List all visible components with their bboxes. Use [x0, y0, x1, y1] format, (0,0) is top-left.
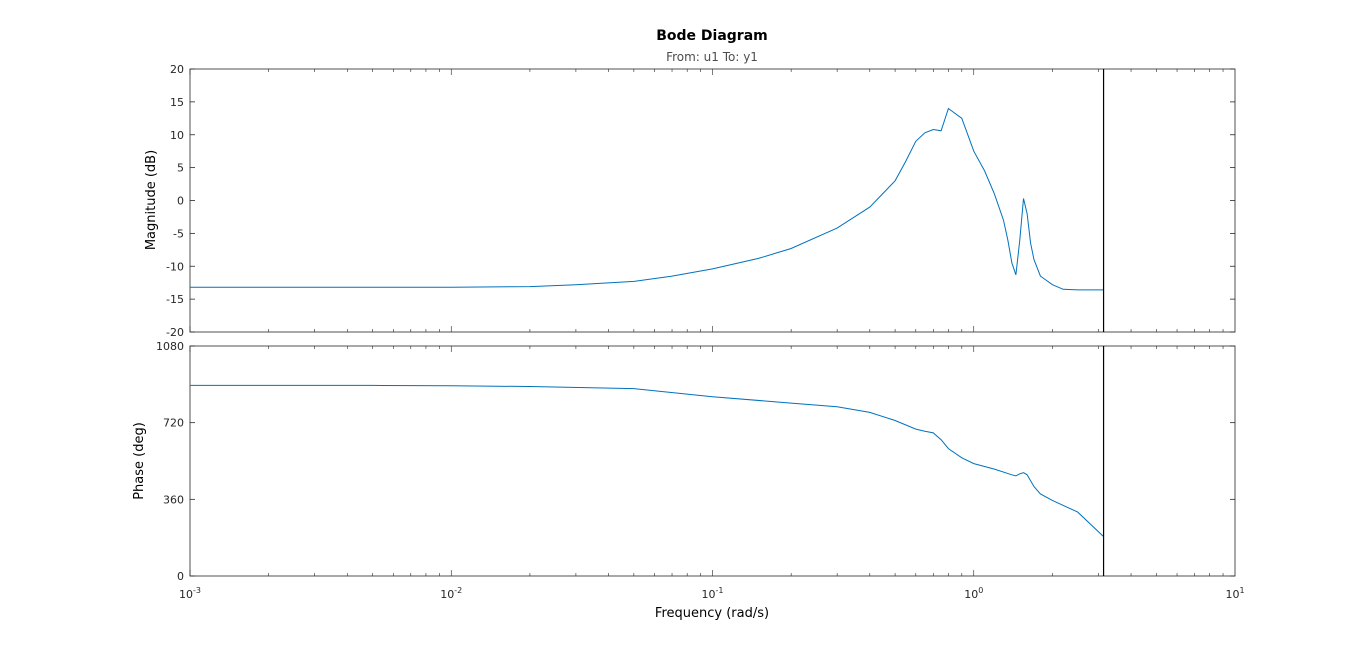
x-axis-label: Frequency (rad/s) — [655, 606, 769, 621]
magnitude-axis-label: Magnitude (dB) — [144, 150, 159, 250]
magnitude-ytick-label: -10 — [166, 260, 184, 273]
magnitude-ytick-label: 10 — [170, 129, 184, 142]
x-tick-label: 10-3 — [179, 586, 201, 601]
phase-ytick-label: 720 — [163, 417, 184, 430]
magnitude-ytick-label: 15 — [170, 96, 184, 109]
phase-curve — [190, 384, 1104, 537]
phase-ytick-label: 360 — [163, 493, 184, 506]
magnitude-ytick-label: -20 — [166, 326, 184, 339]
phase-panel — [189, 345, 1236, 577]
magnitude-panel — [189, 68, 1236, 333]
phase-plot-area[interactable] — [189, 345, 1236, 577]
phase-ytick-label: 1080 — [156, 340, 184, 353]
x-tick-label: 101 — [1225, 586, 1244, 601]
chart-subtitle: From: u1 To: y1 — [666, 50, 758, 64]
chart-title: Bode Diagram — [656, 28, 768, 44]
x-tick-label: 10-1 — [702, 586, 724, 601]
magnitude-ytick-label: 20 — [170, 63, 184, 76]
magnitude-curve — [190, 107, 1104, 291]
magnitude-ytick-label: 5 — [177, 162, 184, 175]
magnitude-ytick-label: -5 — [173, 227, 184, 240]
magnitude-ytick-label: -15 — [166, 293, 184, 306]
x-tick-label: 100 — [964, 586, 983, 601]
magnitude-ytick-label: 0 — [177, 195, 184, 208]
x-tick-label: 10-2 — [440, 586, 462, 601]
chart-marks: -20 -15 -10 -5 0 5 10 15 20 0 360 720 1080 10-3 10-2 10… — [156, 63, 1245, 601]
magnitude-plot-area[interactable] — [189, 68, 1236, 333]
phase-axis-label: Phase (deg) — [132, 422, 147, 500]
phase-ytick-label: 0 — [177, 570, 184, 583]
